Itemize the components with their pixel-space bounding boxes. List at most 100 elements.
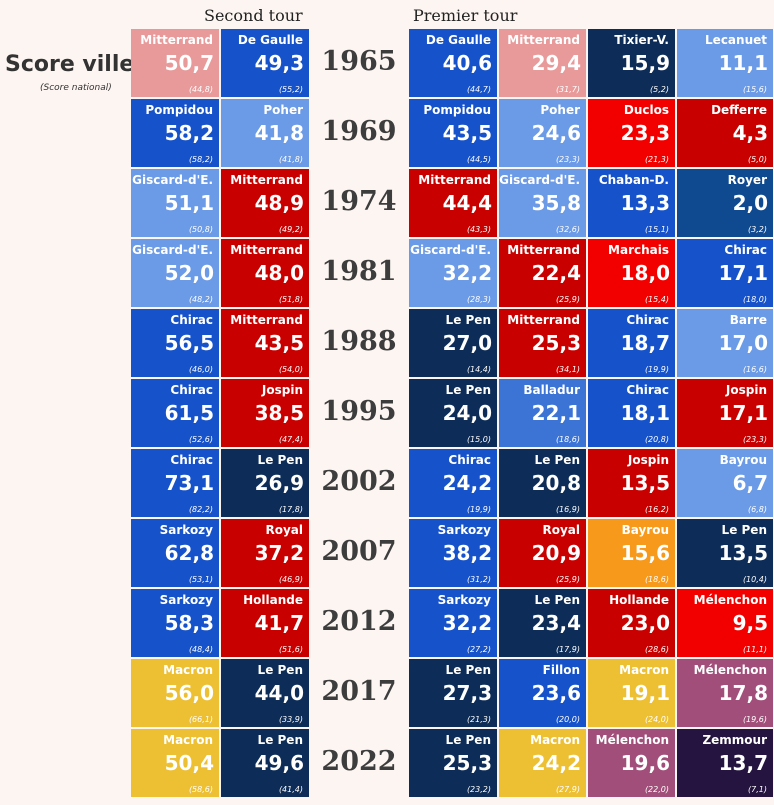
city-score: 52,0 xyxy=(164,261,214,285)
candidate-cell: Poher 24,6 (23,3) xyxy=(499,99,586,167)
national-score: (17,9) xyxy=(555,645,580,654)
city-score: 24,0 xyxy=(442,401,492,425)
national-score: (28,3) xyxy=(466,295,491,304)
city-score: 9,5 xyxy=(732,611,768,635)
city-score: 19,1 xyxy=(620,681,670,705)
city-score: 58,2 xyxy=(164,121,214,145)
candidate-name: Pompidou xyxy=(145,103,213,117)
national-score: (53,1) xyxy=(188,575,213,584)
national-score: (17,8) xyxy=(278,505,303,514)
candidate-name: Chirac xyxy=(170,383,213,397)
candidate-cell: Le Pen 27,3 (21,3) xyxy=(409,659,497,727)
header-second-round: Second tour xyxy=(204,6,303,25)
candidate-name: Giscard-d'E. xyxy=(132,243,213,257)
year-row: Sarkozy 62,8 (53,1) Royal 37,2 (46,9) 2007 Sark… xyxy=(0,519,774,587)
candidate-cell: Giscard-d'E. 51,1 (50,8) xyxy=(131,169,219,237)
national-score: (46,0) xyxy=(188,365,213,374)
candidate-name: Mitterrand xyxy=(140,33,213,47)
year-label: 1995 xyxy=(321,396,397,427)
candidate-cell: Chirac 18,1 (20,8) xyxy=(588,379,675,447)
candidate-cell: De Gaulle 49,3 (55,2) xyxy=(221,29,309,97)
candidate-name: Hollande xyxy=(243,593,303,607)
city-score: 26,9 xyxy=(254,471,304,495)
national-score: (21,3) xyxy=(644,155,669,164)
candidate-name: Giscard-d'E. xyxy=(499,173,580,187)
year-row: Pompidou 58,2 (58,2) Poher 41,8 (41,8) 1969 Pom… xyxy=(0,99,774,167)
candidate-name: Mélenchon xyxy=(693,593,767,607)
candidate-name: Le Pen xyxy=(721,523,767,537)
candidate-name: Mitterrand xyxy=(418,173,491,187)
national-score: (18,6) xyxy=(644,575,669,584)
year-row: Mitterrand 50,7 (44,8) De Gaulle 49,3 (55,2) 1… xyxy=(0,29,774,97)
candidate-name: De Gaulle xyxy=(237,33,303,47)
candidate-cell: Mitterrand 48,0 (51,8) xyxy=(221,239,309,307)
city-score: 2,0 xyxy=(732,191,768,215)
candidate-name: Marchais xyxy=(608,243,669,257)
city-score: 11,1 xyxy=(718,51,768,75)
city-score: 58,3 xyxy=(164,611,214,635)
candidate-cell: Mélenchon 19,6 (22,0) xyxy=(588,729,675,797)
national-score: (15,6) xyxy=(742,85,767,94)
candidate-cell: Tixier-V. 15,9 (5,2) xyxy=(588,29,675,97)
candidate-cell: Le Pen 24,0 (15,0) xyxy=(409,379,497,447)
national-score: (25,9) xyxy=(555,575,580,584)
national-score: (49,2) xyxy=(278,225,303,234)
city-score: 41,8 xyxy=(254,121,304,145)
candidate-name: Le Pen xyxy=(257,453,303,467)
candidate-cell: Chirac 73,1 (82,2) xyxy=(131,449,219,517)
national-score: (18,6) xyxy=(555,435,580,444)
candidate-name: Chirac xyxy=(170,453,213,467)
city-score: 18,7 xyxy=(620,331,670,355)
national-score: (50,8) xyxy=(188,225,213,234)
candidate-cell: Mitterrand 50,7 (44,8) xyxy=(131,29,219,97)
national-score: (82,2) xyxy=(188,505,213,514)
city-score: 13,3 xyxy=(620,191,670,215)
national-score: (24,0) xyxy=(644,715,669,724)
candidate-cell: Macron 50,4 (58,6) xyxy=(131,729,219,797)
national-score: (19,9) xyxy=(644,365,669,374)
year-row: Giscard-d'E. 51,1 (50,8) Mitterrand 48,9 (49,… xyxy=(0,169,774,237)
candidate-name: Sarkozy xyxy=(159,593,213,607)
candidate-cell: Chirac 61,5 (52,6) xyxy=(131,379,219,447)
national-score: (3,2) xyxy=(748,225,767,234)
city-score: 37,2 xyxy=(254,541,304,565)
candidate-name: Le Pen xyxy=(445,663,491,677)
candidate-cell: Sarkozy 32,2 (27,2) xyxy=(409,589,497,657)
candidate-cell: Chirac 56,5 (46,0) xyxy=(131,309,219,377)
candidate-cell: Mitterrand 44,4 (43,3) xyxy=(409,169,497,237)
city-score: 50,4 xyxy=(164,751,214,775)
city-score: 32,2 xyxy=(442,261,492,285)
candidate-name: Royer xyxy=(727,173,767,187)
candidate-name: Sarkozy xyxy=(159,523,213,537)
candidate-cell: Duclos 23,3 (21,3) xyxy=(588,99,675,167)
city-score: 49,6 xyxy=(254,751,304,775)
city-score: 23,6 xyxy=(531,681,581,705)
candidate-cell: Royer 2,0 (3,2) xyxy=(677,169,773,237)
candidate-name: Mitterrand xyxy=(507,33,580,47)
candidate-name: Jospin xyxy=(627,453,669,467)
candidate-name: Sarkozy xyxy=(437,593,491,607)
candidate-cell: Zemmour 13,7 (7,1) xyxy=(677,729,773,797)
national-score: (48,4) xyxy=(188,645,213,654)
city-score: 48,9 xyxy=(254,191,304,215)
candidate-cell: Mélenchon 17,8 (19,6) xyxy=(677,659,773,727)
national-score: (16,2) xyxy=(644,505,669,514)
candidate-cell: Macron 19,1 (24,0) xyxy=(588,659,675,727)
candidate-name: Jospin xyxy=(261,383,303,397)
city-score: 29,4 xyxy=(531,51,581,75)
city-score: 22,4 xyxy=(531,261,581,285)
city-score: 56,0 xyxy=(164,681,214,705)
city-score: 50,7 xyxy=(164,51,214,75)
year-label: 2012 xyxy=(321,606,397,637)
city-score: 23,4 xyxy=(531,611,581,635)
candidate-cell: Barre 17,0 (16,6) xyxy=(677,309,773,377)
candidate-name: Defferre xyxy=(711,103,767,117)
candidate-cell: Le Pen 13,5 (10,4) xyxy=(677,519,773,587)
candidate-cell: Defferre 4,3 (5,0) xyxy=(677,99,773,167)
city-score: 4,3 xyxy=(732,121,768,145)
candidate-name: Mitterrand xyxy=(507,243,580,257)
candidate-cell: Poher 41,8 (41,8) xyxy=(221,99,309,167)
candidate-name: Giscard-d'E. xyxy=(410,243,491,257)
city-score: 38,5 xyxy=(254,401,304,425)
city-score: 19,6 xyxy=(620,751,670,775)
